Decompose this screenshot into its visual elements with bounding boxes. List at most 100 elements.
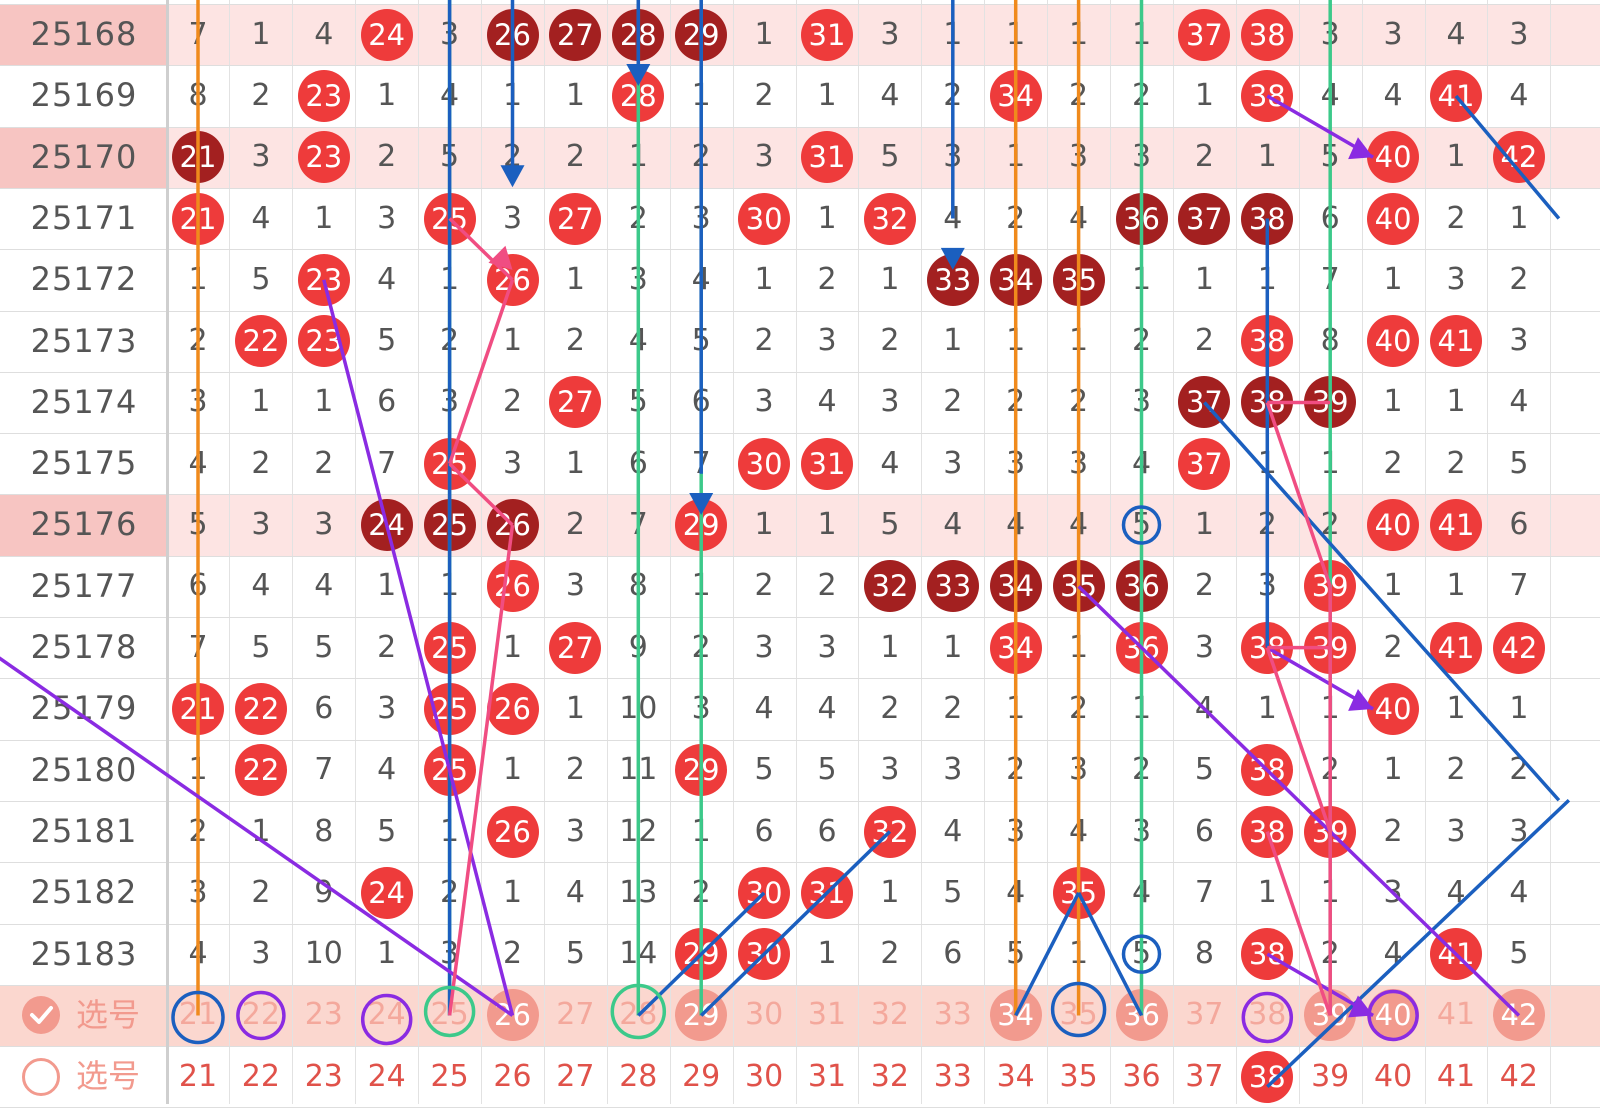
number-ball[interactable]: 37 [1178,8,1231,61]
bottom-number[interactable]: 40 [1374,1058,1413,1094]
pink-25-26 [448,217,514,282]
number-ball[interactable]: 26 [486,560,539,613]
number-ball[interactable]: 22 [234,682,287,735]
bottom-number[interactable]: 29 [682,1058,721,1094]
miss-count: 5 [377,323,397,359]
number-ball[interactable]: 33 [926,560,979,613]
period-number: 25175 [30,444,138,483]
miss-count: 3 [880,384,900,420]
number-ball[interactable]: 32 [863,560,916,613]
bottom-number[interactable]: 22 [241,1058,280,1094]
grid-row-line [0,923,1600,925]
grid-row-line [0,249,1600,251]
miss-count: 3 [943,752,963,788]
number-ball[interactable]: 23 [297,253,350,306]
number-ball[interactable]: 31 [801,8,853,61]
select-number[interactable]: 41 [1436,997,1476,1033]
number-ball[interactable]: 37 [1178,192,1231,245]
bottom-number[interactable]: 26 [493,1058,532,1094]
number-ball[interactable]: 30 [738,437,791,490]
bottom-number[interactable]: 30 [745,1058,784,1094]
bottom-number[interactable]: 27 [556,1058,595,1094]
number-ball[interactable]: 38 [1241,805,1294,858]
number-ball[interactable]: 23 [297,69,350,122]
number-ball[interactable]: 40 [1367,192,1420,245]
number-ball[interactable]: 31 [801,437,853,490]
number-ball[interactable]: 42 [1492,131,1545,184]
number-ball[interactable]: 25 [423,744,476,797]
select-number[interactable]: 27 [556,997,595,1033]
number-ball[interactable]: 27 [549,8,602,61]
number-ball[interactable]: 38 [1241,192,1294,245]
number-ball[interactable]: 40 [1367,682,1420,735]
number-ball[interactable]: 26 [486,805,539,858]
bottom-number[interactable]: 33 [933,1058,972,1094]
number-ball[interactable]: 41 [1430,315,1482,368]
number-ball[interactable]: 40 [1367,499,1420,552]
bottom-number[interactable]: 37 [1185,1058,1224,1094]
bottom-number[interactable]: 34 [996,1058,1035,1094]
miss-count: 3 [1446,813,1466,849]
number-ball[interactable]: 38 [1241,8,1294,61]
bottom-number[interactable]: 21 [178,1058,218,1094]
period-number: 25173 [30,321,138,360]
miss-count: 4 [817,384,837,420]
select-number[interactable]: 32 [870,997,909,1033]
bottom-number[interactable]: 24 [367,1058,406,1094]
miss-count: 1 [1257,690,1277,726]
select-number[interactable]: 30 [745,997,784,1033]
arrow-head-icon [1348,688,1374,711]
bottom-number[interactable]: 31 [807,1058,847,1094]
select-number[interactable]: 38 [1248,997,1287,1033]
bottom-number[interactable]: 41 [1436,1058,1476,1094]
number-ball[interactable]: 23 [297,131,350,184]
miss-count: 3 [817,629,837,665]
number-ball[interactable]: 32 [863,192,916,245]
bottom-number[interactable]: 32 [870,1058,909,1094]
select-number[interactable]: 24 [367,997,406,1033]
select-number[interactable]: 23 [304,997,343,1033]
number-ball[interactable]: 24 [360,866,413,919]
number-ball[interactable]: 24 [360,8,413,61]
number-ball[interactable]: 27 [549,621,602,674]
row-background [0,923,1600,985]
bottom-ball[interactable]: 38 [1241,1050,1294,1103]
number-ball[interactable]: 22 [234,744,287,797]
select-number[interactable]: 37 [1185,997,1224,1033]
bottom-number[interactable]: 36 [1122,1058,1161,1094]
empty-circle-icon[interactable] [22,1057,60,1096]
bottom-number[interactable]: 23 [304,1058,343,1094]
number-ball[interactable]: 38 [1241,928,1294,981]
select-number[interactable]: 33 [933,997,972,1033]
number-ball[interactable]: 31 [801,131,853,184]
number-ball[interactable]: 27 [549,192,602,245]
miss-count: 6 [817,813,837,849]
select-ball[interactable]: 26 [486,989,539,1042]
miss-count: 2 [565,139,585,175]
number-ball[interactable]: 41 [1430,499,1482,552]
bottom-number[interactable]: 28 [619,1058,658,1094]
number-ball[interactable]: 22 [234,315,287,368]
number-ball[interactable]: 27 [549,376,602,429]
number-ball[interactable]: 26 [486,682,539,735]
miss-count: 7 [1194,874,1214,910]
number-ball[interactable]: 26 [486,253,539,306]
miss-count: 4 [1383,77,1403,113]
bottom-number[interactable]: 35 [1059,1058,1098,1094]
select-number[interactable]: 31 [807,997,847,1033]
number-ball[interactable]: 41 [1430,69,1482,122]
number-ball[interactable]: 37 [1178,376,1231,429]
select-number[interactable]: 22 [241,997,280,1033]
number-ball[interactable]: 42 [1492,621,1545,674]
bottom-number[interactable]: 42 [1499,1058,1538,1094]
check-circle-icon[interactable] [22,996,60,1035]
number-ball[interactable]: 38 [1241,69,1294,122]
bottom-number[interactable]: 25 [430,1058,469,1094]
number-ball[interactable]: 37 [1178,437,1231,490]
bottom-number[interactable]: 39 [1311,1058,1350,1094]
number-ball[interactable]: 30 [738,192,791,245]
number-ball[interactable]: 40 [1367,315,1420,368]
miss-count: 7 [314,752,334,788]
number-ball[interactable]: 40 [1367,131,1420,184]
